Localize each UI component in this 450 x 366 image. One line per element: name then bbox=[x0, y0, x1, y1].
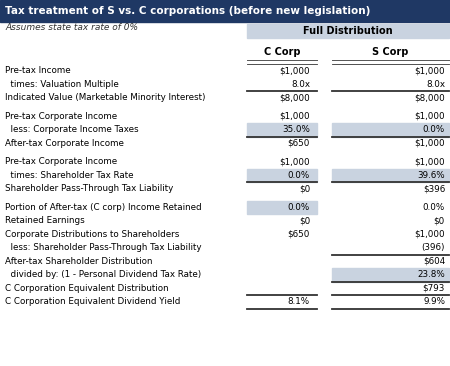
Text: $604: $604 bbox=[423, 257, 445, 266]
Text: After-tax Corporate Income: After-tax Corporate Income bbox=[5, 139, 124, 148]
Text: (396): (396) bbox=[422, 243, 445, 252]
Text: less: Shareholder Pass-Through Tax Liability: less: Shareholder Pass-Through Tax Liabi… bbox=[5, 243, 202, 252]
Text: $650: $650 bbox=[288, 139, 310, 148]
Text: $1,000: $1,000 bbox=[414, 112, 445, 121]
Text: C Corporation Equivalent Distribution: C Corporation Equivalent Distribution bbox=[5, 284, 169, 293]
Text: S Corp: S Corp bbox=[372, 47, 409, 57]
Text: 0.0%: 0.0% bbox=[423, 203, 445, 212]
Bar bbox=[247, 201, 317, 214]
Text: less: Corporate Income Taxes: less: Corporate Income Taxes bbox=[5, 125, 139, 134]
Text: Pre-tax Income: Pre-tax Income bbox=[5, 66, 71, 75]
Text: Portion of After-tax (C corp) Income Retained: Portion of After-tax (C corp) Income Ret… bbox=[5, 203, 202, 212]
Text: 9.9%: 9.9% bbox=[423, 297, 445, 306]
Text: C Corporation Equivalent Dividend Yield: C Corporation Equivalent Dividend Yield bbox=[5, 297, 180, 306]
Text: Tax treatment of S vs. C corporations (before new legislation): Tax treatment of S vs. C corporations (b… bbox=[5, 6, 370, 16]
Text: Retained Earnings: Retained Earnings bbox=[5, 216, 85, 225]
Text: Pre-tax Corporate Income: Pre-tax Corporate Income bbox=[5, 157, 117, 166]
Text: 0.0%: 0.0% bbox=[288, 203, 310, 212]
Text: 35.0%: 35.0% bbox=[282, 125, 310, 134]
Text: 39.6%: 39.6% bbox=[418, 171, 445, 180]
Bar bbox=[247, 123, 317, 137]
Text: 0.0%: 0.0% bbox=[288, 171, 310, 180]
Text: 0.0%: 0.0% bbox=[423, 125, 445, 134]
Text: times: Valuation Multiple: times: Valuation Multiple bbox=[5, 80, 119, 89]
Text: 8.1%: 8.1% bbox=[288, 297, 310, 306]
Text: $1,000: $1,000 bbox=[279, 112, 310, 121]
Bar bbox=[332, 168, 449, 182]
Text: $793: $793 bbox=[423, 284, 445, 293]
Text: $1,000: $1,000 bbox=[414, 139, 445, 148]
Text: $1,000: $1,000 bbox=[279, 66, 310, 75]
Text: 8.0x: 8.0x bbox=[291, 80, 310, 89]
Bar bbox=[332, 123, 449, 137]
Text: $0: $0 bbox=[299, 184, 310, 193]
Text: C Corp: C Corp bbox=[264, 47, 300, 57]
Text: $1,000: $1,000 bbox=[414, 157, 445, 166]
Text: Corporate Distributions to Shareholders: Corporate Distributions to Shareholders bbox=[5, 230, 180, 239]
Text: Pre-tax Corporate Income: Pre-tax Corporate Income bbox=[5, 112, 117, 121]
Text: $1,000: $1,000 bbox=[414, 230, 445, 239]
Text: $8,000: $8,000 bbox=[279, 93, 310, 102]
Text: 23.8%: 23.8% bbox=[417, 270, 445, 279]
Bar bbox=[0, 0, 450, 22]
Text: $650: $650 bbox=[288, 230, 310, 239]
Text: $0: $0 bbox=[299, 216, 310, 225]
Bar bbox=[247, 168, 317, 182]
Text: $1,000: $1,000 bbox=[414, 66, 445, 75]
Text: $1,000: $1,000 bbox=[279, 157, 310, 166]
Text: After-tax Shareholder Distribution: After-tax Shareholder Distribution bbox=[5, 257, 153, 266]
Text: $8,000: $8,000 bbox=[414, 93, 445, 102]
Text: times: Shareholder Tax Rate: times: Shareholder Tax Rate bbox=[5, 171, 134, 180]
Text: $0: $0 bbox=[434, 216, 445, 225]
Bar bbox=[332, 268, 449, 281]
Text: Assumes state tax rate of 0%: Assumes state tax rate of 0% bbox=[5, 22, 138, 31]
Text: Full Distribution: Full Distribution bbox=[303, 26, 393, 36]
Bar bbox=[247, 24, 449, 38]
Text: divided by: (1 - Personal Dividend Tax Rate): divided by: (1 - Personal Dividend Tax R… bbox=[5, 270, 201, 279]
Text: 8.0x: 8.0x bbox=[426, 80, 445, 89]
Text: Shareholder Pass-Through Tax Liability: Shareholder Pass-Through Tax Liability bbox=[5, 184, 173, 193]
Text: Indicated Value (Marketable Minority Interest): Indicated Value (Marketable Minority Int… bbox=[5, 93, 206, 102]
Text: $396: $396 bbox=[423, 184, 445, 193]
